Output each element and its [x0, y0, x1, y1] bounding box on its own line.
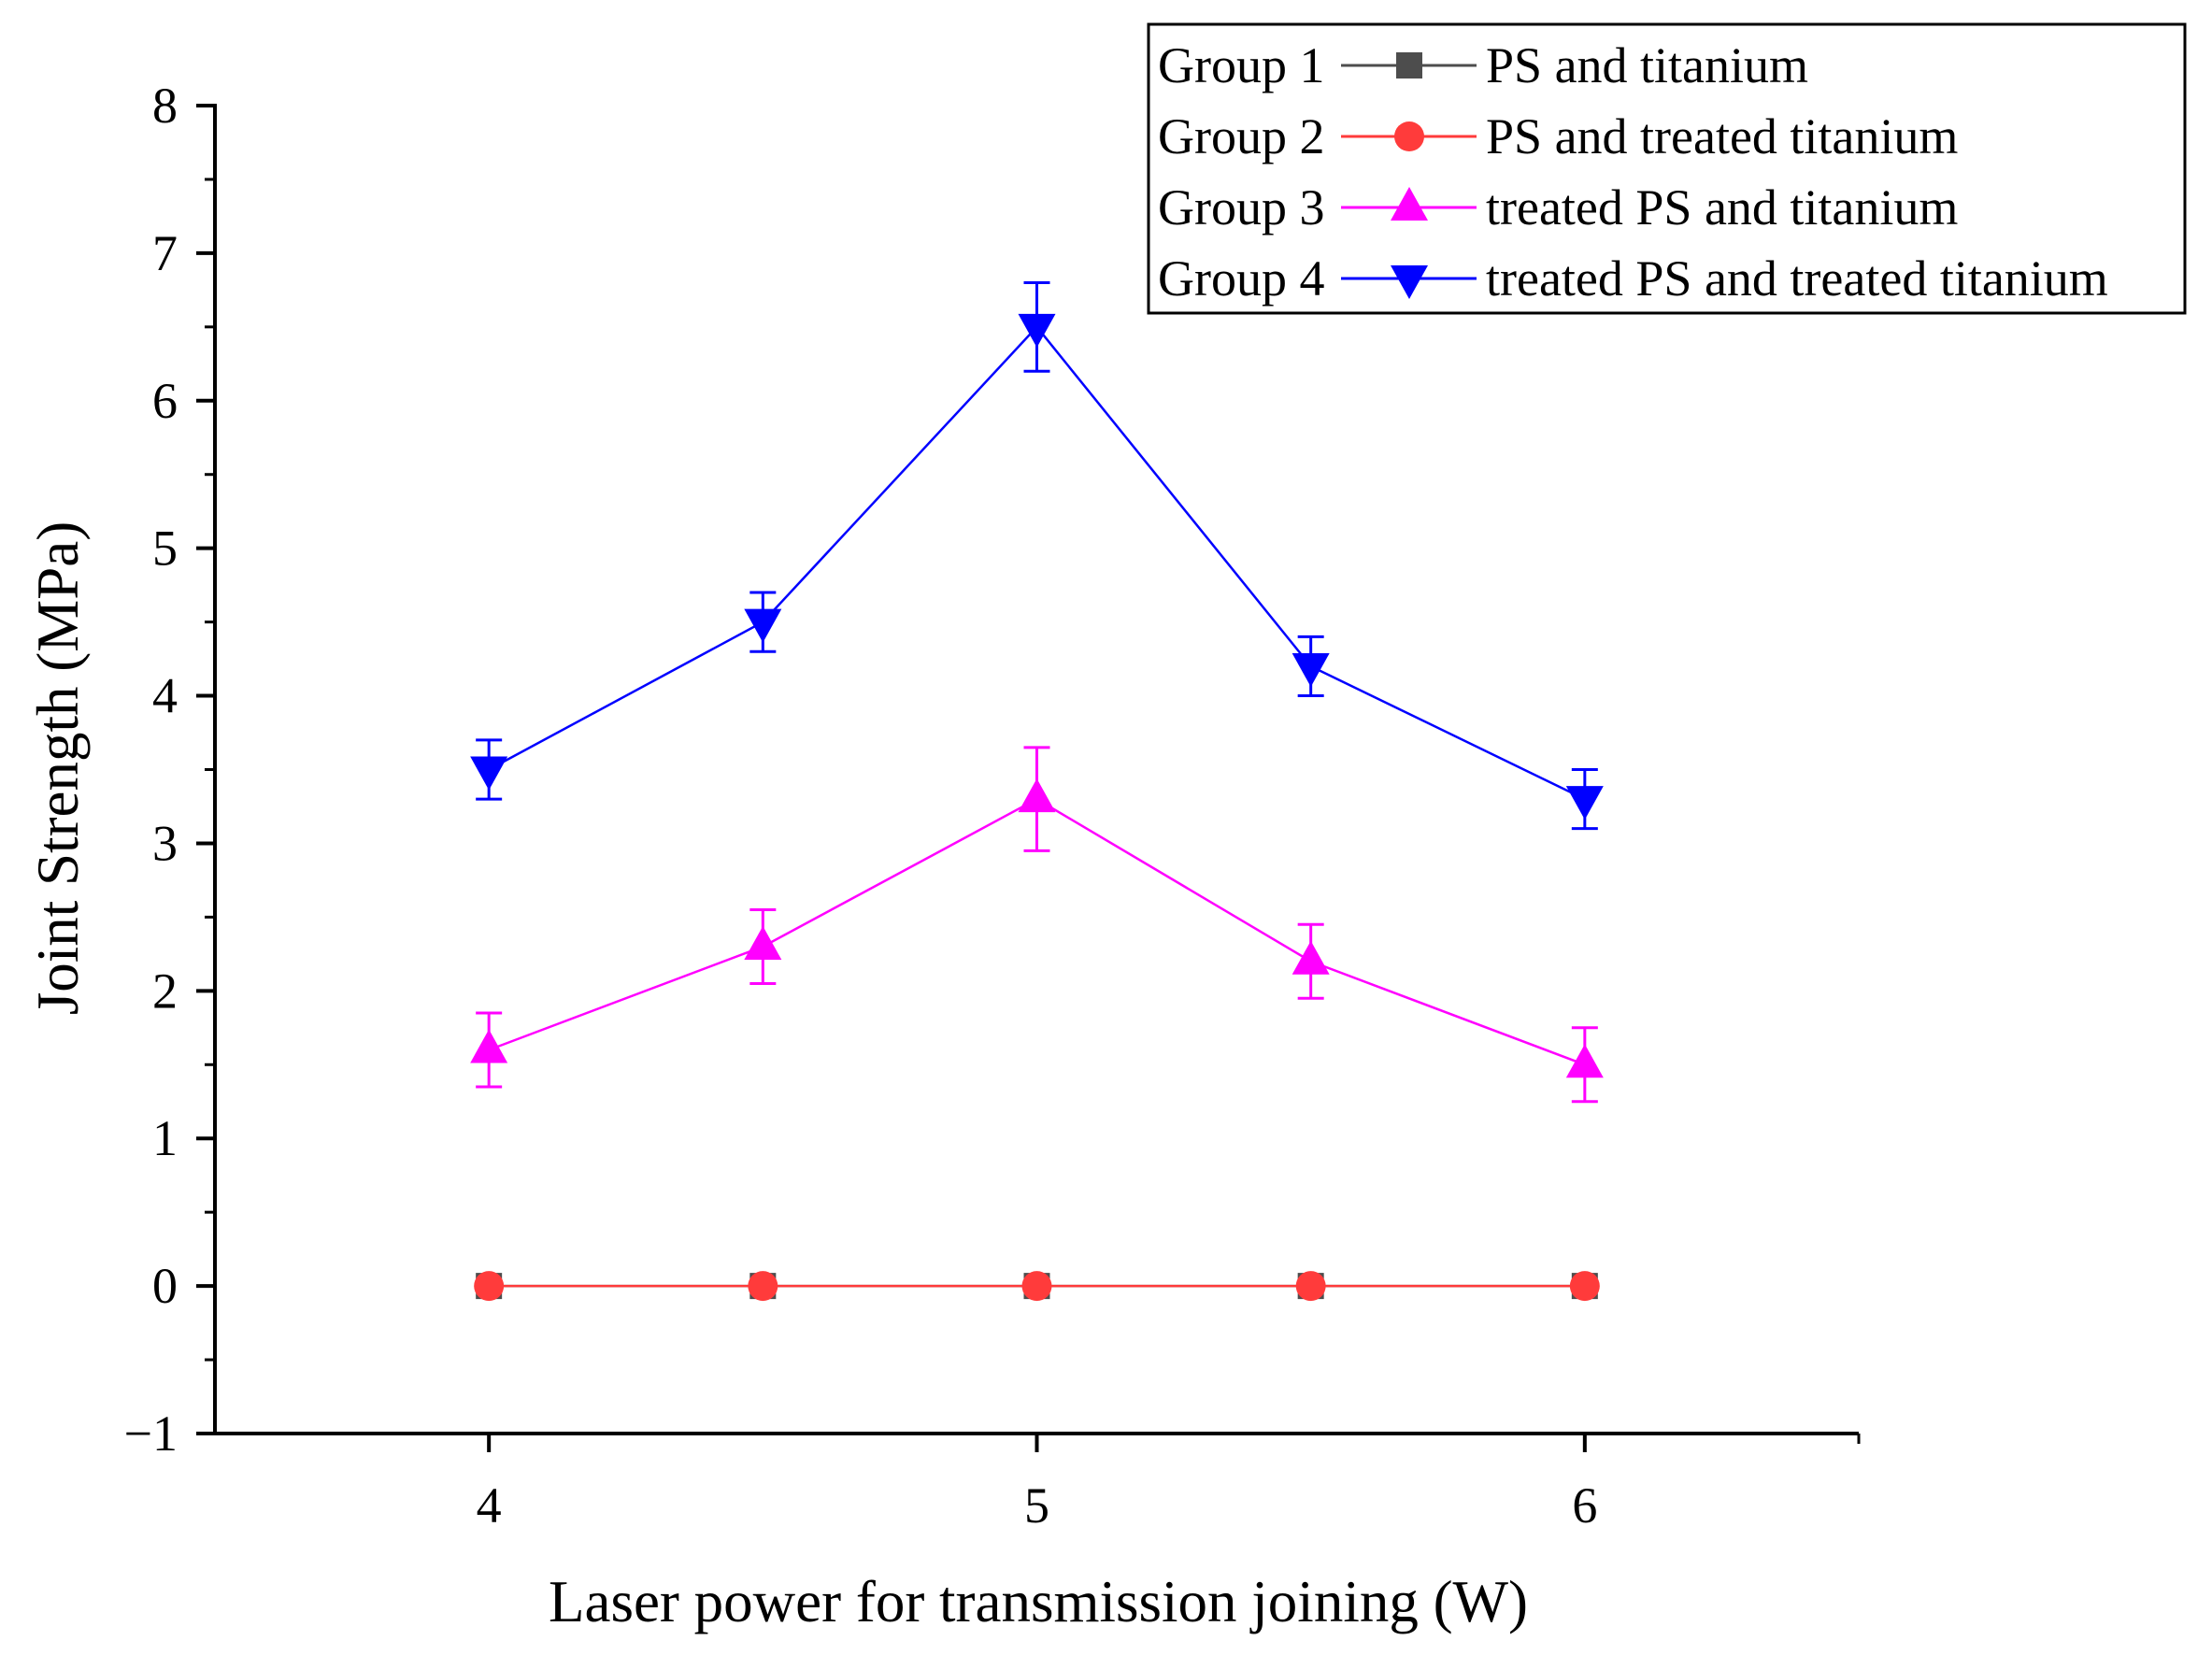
- legend-group-label: Group 2: [1158, 108, 1324, 164]
- data-point: [1018, 313, 1056, 348]
- data-point: [1565, 786, 1604, 820]
- legend-entry-1: Group 1 PS and titanium: [1158, 37, 1808, 93]
- y-tick-label: −1: [124, 1405, 178, 1462]
- series-3: [470, 746, 1604, 1104]
- y-tick-label: 6: [152, 373, 178, 429]
- data-point: [1295, 1271, 1326, 1302]
- legend-marker: [1394, 121, 1424, 151]
- data-point: [1292, 940, 1330, 975]
- y-tick-label: 7: [152, 225, 178, 281]
- y-tick-label: 8: [152, 78, 178, 134]
- x-ticks: 4 5 6: [477, 1434, 1861, 1534]
- legend-series-label: treated PS and treated titanium: [1486, 250, 2108, 307]
- y-tick-label: 4: [152, 668, 178, 724]
- legend-series-label: PS and treated titanium: [1486, 108, 1958, 164]
- x-tick-label: 4: [477, 1477, 502, 1534]
- y-axis-title: Joint Strength (MPa): [25, 521, 91, 1016]
- legend-series-label: PS and titanium: [1486, 37, 1808, 93]
- legend-box: [1147, 22, 2187, 315]
- data-point: [474, 1271, 505, 1302]
- data-point: [470, 1029, 508, 1063]
- series-line: [488, 324, 1586, 801]
- legend-group-label: Group 3: [1158, 179, 1324, 235]
- legend: Group 1 PS and titanium Group 2 PS and trea…: [1147, 22, 2187, 315]
- data-point: [744, 608, 782, 643]
- legend-group-label: Group 1: [1158, 37, 1324, 93]
- legend-entry-4: Group 4 treated PS and treated titanium: [1158, 250, 2108, 307]
- legend-series-label: treated PS and titanium: [1486, 179, 1958, 235]
- legend-entry-2: Group 2 PS and treated titanium: [1158, 108, 1958, 164]
- legend-marker: [1391, 265, 1428, 299]
- legend-group-label: Group 4: [1158, 250, 1324, 307]
- data-point: [1569, 1271, 1600, 1302]
- y-tick-label: 0: [152, 1258, 178, 1314]
- legend-marker: [1396, 52, 1422, 78]
- x-tick-label: 5: [1024, 1477, 1049, 1534]
- legend-marker: [1391, 187, 1428, 221]
- y-tick-label: 2: [152, 963, 178, 1019]
- legend-entry-3: Group 3 treated PS and titanium: [1158, 179, 1958, 235]
- y-tick-label: 1: [152, 1110, 178, 1166]
- y-tick-label: 5: [152, 521, 178, 577]
- data-point: [748, 1271, 778, 1302]
- x-axis-title: Laser power for transmission joining (W): [549, 1569, 1528, 1634]
- y-tick-label: 3: [152, 815, 178, 871]
- x-tick-label: 6: [1572, 1477, 1597, 1534]
- data-point: [744, 925, 782, 960]
- series-4: [470, 280, 1604, 831]
- y-ticks: −1 0 1 2 3 4 5 6 7 8: [124, 78, 215, 1462]
- series-2: [474, 1271, 1600, 1302]
- data-point: [1018, 778, 1056, 813]
- data-point: [470, 756, 508, 791]
- data-point: [1292, 652, 1330, 687]
- data-point: [1021, 1271, 1052, 1302]
- plot-series: [470, 280, 1604, 1302]
- data-point: [1565, 1044, 1604, 1078]
- axes: −1 0 1 2 3 4 5 6 7 8 4 5 6: [124, 78, 1861, 1534]
